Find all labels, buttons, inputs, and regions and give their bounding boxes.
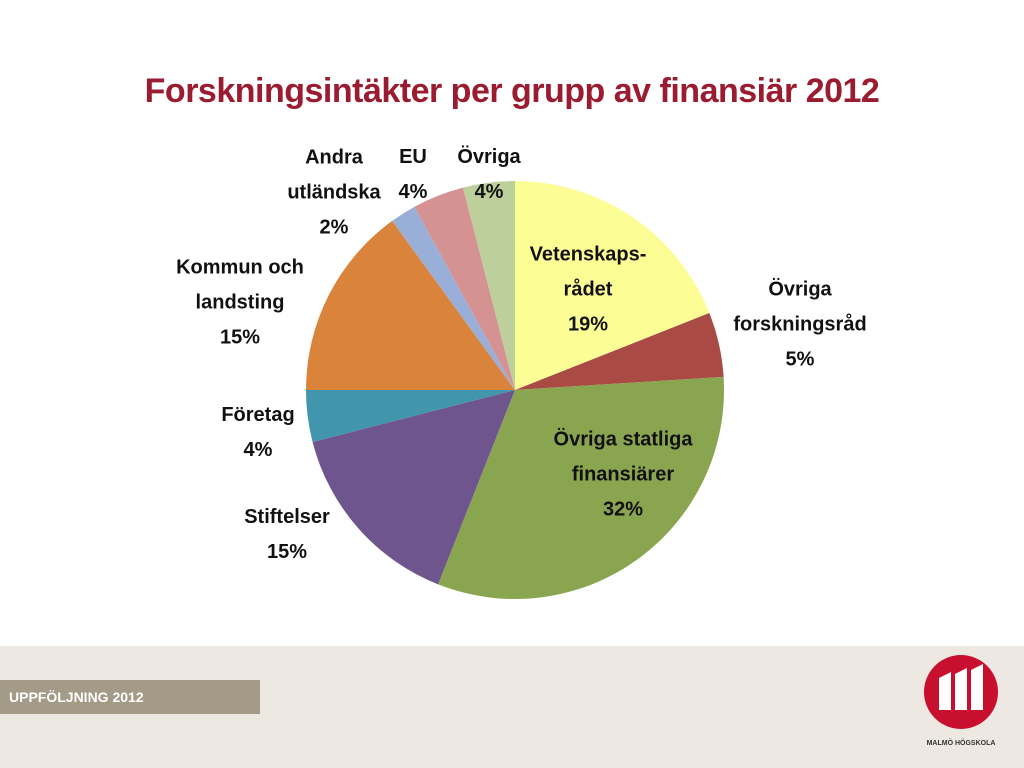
chart-title: Forskningsintäkter per grupp av finansiä… xyxy=(144,72,880,110)
slice-label: Kommun och landsting 15% xyxy=(176,251,304,356)
slice-label: Företag 4% xyxy=(221,398,294,468)
pie-slice xyxy=(515,181,710,390)
category-label: Övriga statliga finansiärer xyxy=(553,428,693,486)
value-label: 19% xyxy=(567,313,609,336)
category-label: Övriga xyxy=(457,146,521,168)
pie-slice xyxy=(312,390,515,585)
value-label: 15% xyxy=(219,326,261,349)
category-label: Andra utländska xyxy=(287,146,381,204)
pie-slice xyxy=(463,181,515,390)
value-label: 5% xyxy=(785,348,815,371)
value-label: 4% xyxy=(398,181,428,203)
category-label: EU xyxy=(399,146,427,168)
value-label: 15% xyxy=(266,541,308,563)
slice-label: Stiftelser 15% xyxy=(244,500,330,570)
pie-slice xyxy=(414,187,515,390)
pie-chart xyxy=(306,181,724,599)
pie-slice xyxy=(392,206,515,390)
slice-label: Övriga statliga finansiärer 32% xyxy=(554,423,693,528)
category-label: Stiftelser xyxy=(244,506,330,528)
logo-text: MALMÖ HÖGSKOLA xyxy=(926,740,996,747)
category-label: Företag xyxy=(221,404,295,426)
footer-label: UPPFÖLJNING 2012 xyxy=(0,680,260,714)
category-label: Övriga forskningsråd xyxy=(733,278,867,336)
slice-label: Vetenskaps- rådet 19% xyxy=(530,238,647,343)
logo xyxy=(924,655,998,729)
pie-slice xyxy=(515,313,724,390)
slice-label: Övriga forskningsråd 5% xyxy=(733,273,866,378)
pie-slice xyxy=(306,220,515,390)
value-label: 4% xyxy=(243,439,273,461)
value-label: 4% xyxy=(474,181,504,203)
value-label: 32% xyxy=(602,498,644,521)
pie-slice xyxy=(438,376,724,599)
category-label: Kommun och landsting xyxy=(176,256,304,314)
value-label: 2% xyxy=(319,216,349,239)
slice-label: Övriga 4% xyxy=(457,140,520,210)
slice-label: Andra utländska 2% xyxy=(287,141,380,246)
category-label: Vetenskaps- rådet xyxy=(529,243,647,301)
slice-label: EU 4% xyxy=(399,140,428,210)
pie-slice xyxy=(306,390,515,442)
